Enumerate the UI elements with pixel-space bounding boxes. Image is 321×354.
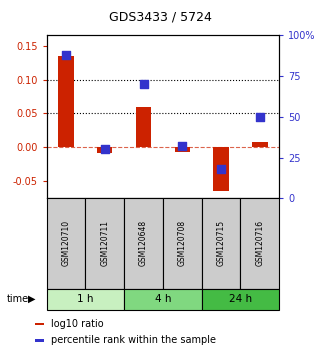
Bar bbox=[202, 198, 240, 289]
Bar bbox=[97, 147, 112, 153]
Bar bbox=[136, 107, 151, 147]
Bar bbox=[85, 198, 124, 289]
Text: ▶: ▶ bbox=[28, 294, 36, 304]
Bar bbox=[163, 198, 202, 289]
Bar bbox=[58, 56, 74, 147]
Bar bbox=[175, 147, 190, 152]
Text: GSM120716: GSM120716 bbox=[256, 220, 265, 267]
Text: GSM120708: GSM120708 bbox=[178, 220, 187, 267]
Text: percentile rank within the sample: percentile rank within the sample bbox=[51, 335, 216, 345]
Text: GSM120648: GSM120648 bbox=[139, 220, 148, 267]
Point bbox=[102, 147, 107, 152]
Text: GSM120711: GSM120711 bbox=[100, 221, 109, 266]
Bar bbox=[47, 289, 124, 310]
Bar bbox=[202, 289, 279, 310]
Point bbox=[141, 81, 146, 87]
Point bbox=[180, 143, 185, 149]
Bar bbox=[35, 339, 44, 342]
Bar bbox=[252, 142, 268, 147]
Point bbox=[257, 114, 263, 120]
Bar bbox=[47, 198, 85, 289]
Bar bbox=[213, 147, 229, 192]
Bar bbox=[124, 198, 163, 289]
Text: 1 h: 1 h bbox=[77, 294, 94, 304]
Text: 24 h: 24 h bbox=[229, 294, 252, 304]
Bar bbox=[35, 323, 44, 325]
Bar bbox=[240, 198, 279, 289]
Point bbox=[63, 52, 68, 58]
Text: GSM120715: GSM120715 bbox=[217, 220, 226, 267]
Text: 4 h: 4 h bbox=[155, 294, 171, 304]
Text: log10 ratio: log10 ratio bbox=[51, 319, 103, 329]
Bar bbox=[124, 289, 202, 310]
Point bbox=[219, 166, 224, 172]
Text: time: time bbox=[6, 294, 29, 304]
Text: GSM120710: GSM120710 bbox=[61, 220, 70, 267]
Text: GDS3433 / 5724: GDS3433 / 5724 bbox=[109, 10, 212, 23]
